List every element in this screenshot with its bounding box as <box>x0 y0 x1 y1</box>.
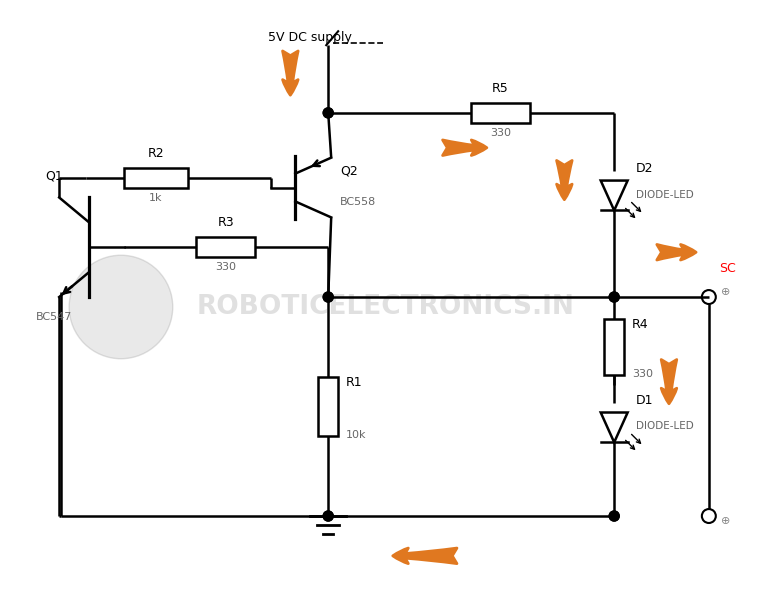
Text: R1: R1 <box>346 376 363 389</box>
Text: Q1: Q1 <box>46 169 63 183</box>
Circle shape <box>323 292 333 302</box>
Bar <box>124 168 188 188</box>
Text: D1: D1 <box>636 393 654 407</box>
Text: R4: R4 <box>632 319 649 331</box>
Text: ROBOTICELECTRONICS.IN: ROBOTICELECTRONICS.IN <box>197 294 575 320</box>
Circle shape <box>323 108 333 118</box>
Bar <box>604 319 624 375</box>
Text: BC558: BC558 <box>340 197 376 208</box>
Text: R3: R3 <box>217 216 234 229</box>
Text: 10k: 10k <box>346 430 366 441</box>
Bar <box>471 103 530 123</box>
Text: 5V DC supply: 5V DC supply <box>268 31 352 44</box>
Text: DIODE-LED: DIODE-LED <box>636 421 694 432</box>
Circle shape <box>609 292 619 302</box>
Circle shape <box>609 511 619 521</box>
Text: 330: 330 <box>490 128 511 138</box>
Text: 330: 330 <box>215 262 236 272</box>
Text: 1k: 1k <box>149 192 162 203</box>
Text: 330: 330 <box>632 368 653 379</box>
Text: Q2: Q2 <box>340 164 358 178</box>
Circle shape <box>609 511 619 521</box>
Circle shape <box>323 108 333 118</box>
Text: SC: SC <box>719 262 736 275</box>
Circle shape <box>323 511 333 521</box>
Text: DIODE-LED: DIODE-LED <box>636 189 694 200</box>
Circle shape <box>323 292 333 302</box>
Circle shape <box>69 255 173 359</box>
Circle shape <box>323 511 333 521</box>
Text: R2: R2 <box>148 147 164 160</box>
Text: R5: R5 <box>492 82 509 95</box>
Bar <box>196 237 255 257</box>
Text: BC547: BC547 <box>36 312 73 322</box>
Circle shape <box>609 292 619 302</box>
Text: ⊕: ⊕ <box>720 287 730 297</box>
Text: ⊕: ⊕ <box>720 516 730 526</box>
Text: D2: D2 <box>636 161 654 175</box>
Bar <box>318 377 338 436</box>
